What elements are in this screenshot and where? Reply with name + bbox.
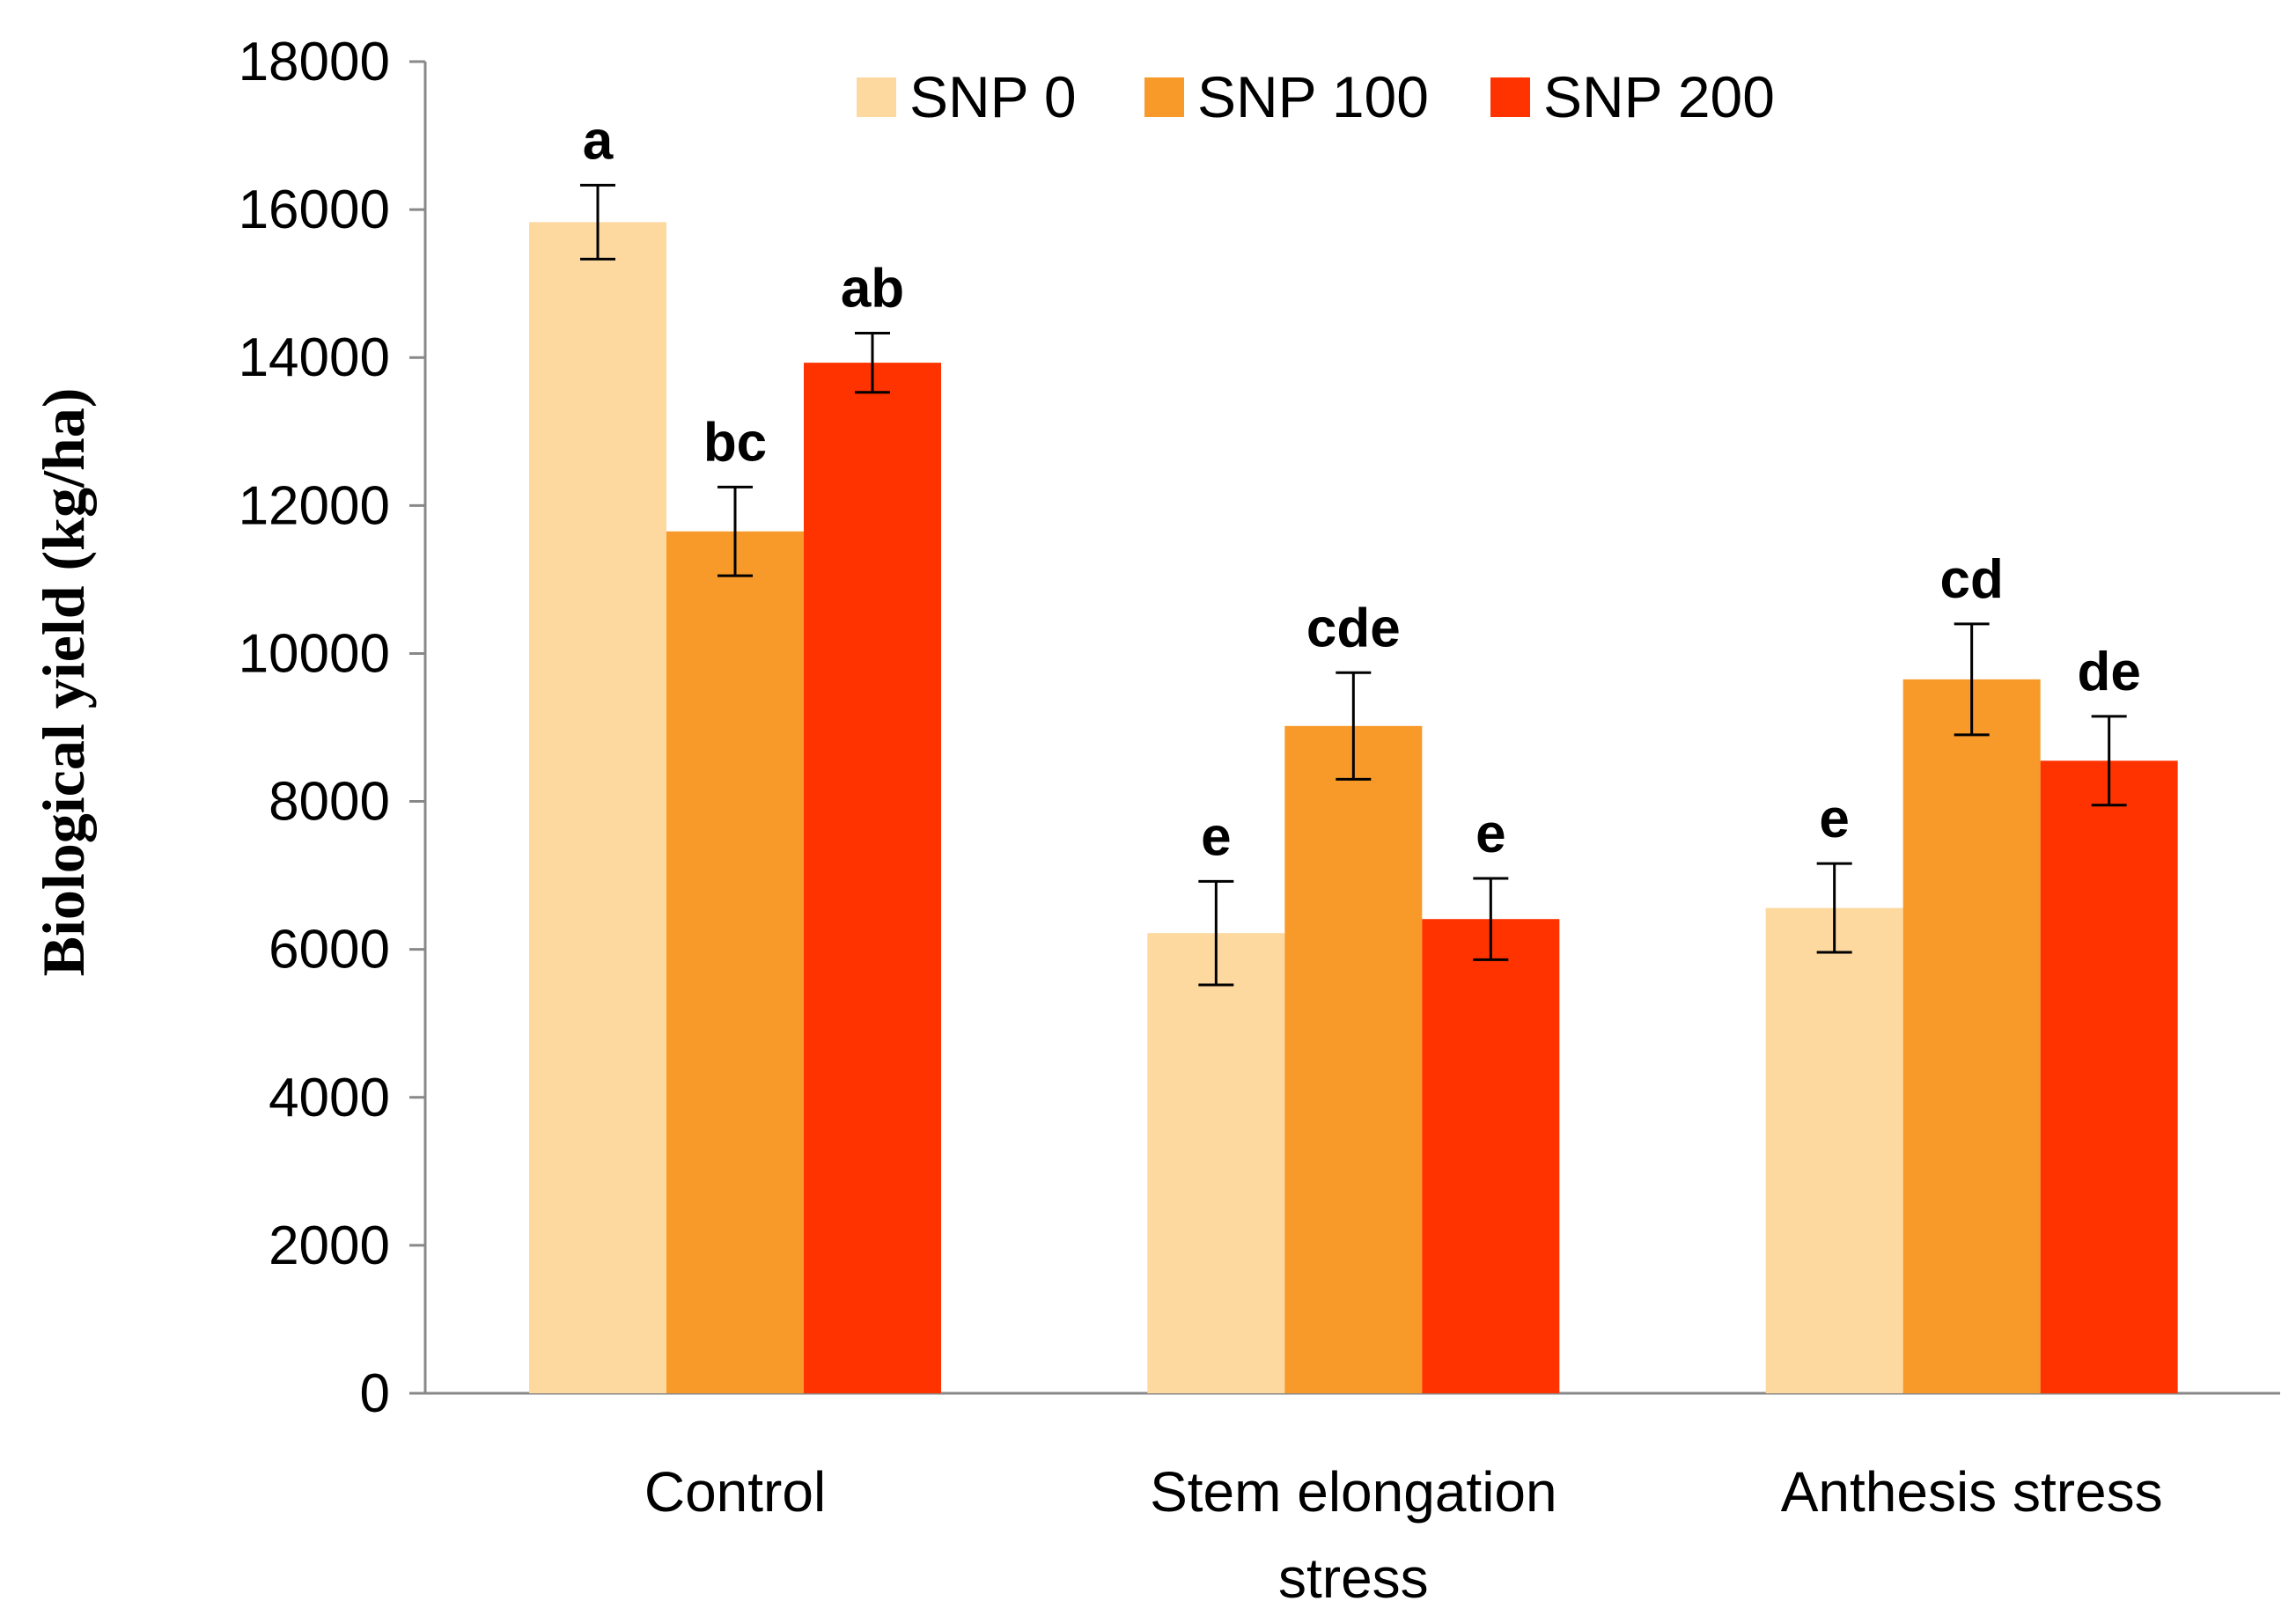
y-tick-labels: 0 2000 4000 6000 8000 10000 12000 14000 16000 180…: [239, 32, 390, 1424]
y-tick-label: 4000: [269, 1068, 390, 1128]
significance-letter: e: [1475, 804, 1505, 864]
y-tick-label: 2000: [269, 1215, 390, 1276]
y-tick-label: 8000: [269, 772, 390, 833]
bars: [529, 222, 2178, 1394]
x-category-labels: Control Stem elongation stress Anthesis str…: [644, 1460, 2163, 1610]
bar: [1147, 933, 1285, 1393]
significance-letter: cde: [1306, 598, 1401, 658]
legend-label: SNP 0: [909, 64, 1077, 129]
y-tick-label: 16000: [239, 180, 390, 240]
significance-letter: cd: [1939, 549, 2003, 610]
legend-swatch: [1144, 77, 1184, 117]
bar: [529, 222, 666, 1394]
significance-letter: bc: [703, 412, 767, 473]
significance-letter: e: [1819, 789, 1849, 849]
legend-swatch: [857, 77, 896, 117]
bar: [1284, 725, 1423, 1393]
x-category-label: Anthesis stress: [1781, 1460, 2163, 1524]
bar: [1765, 907, 1903, 1393]
x-category-label: Stem elongation: [1150, 1460, 1557, 1524]
y-tick-label: 6000: [269, 920, 390, 980]
bar: [1902, 679, 2041, 1393]
y-axis-label: Biological yield (kg/ha): [30, 388, 97, 977]
bar: [2040, 760, 2178, 1393]
y-tick-label: 10000: [239, 623, 390, 684]
significance-letter: ab: [841, 258, 904, 319]
significance-letter: a: [583, 110, 614, 171]
legend-swatch: [1490, 77, 1530, 117]
x-category-label: stress: [1278, 1546, 1429, 1610]
legend-label: SNP 100: [1197, 64, 1429, 129]
significance-letters: a e e bc cde cd ab e de: [583, 110, 2141, 867]
legend: SNP 0 SNP 100 SNP 200: [857, 64, 1775, 129]
bar: [804, 363, 941, 1394]
error-bars: [580, 183, 2127, 987]
y-tick-label: 0: [360, 1363, 390, 1424]
significance-letter: e: [1201, 806, 1231, 867]
x-category-label: Control: [644, 1460, 826, 1524]
legend-label: SNP 200: [1543, 64, 1775, 129]
y-tick-label: 14000: [239, 327, 390, 388]
bar: [666, 531, 804, 1393]
significance-letter: de: [2077, 642, 2140, 702]
y-tick-label: 12000: [239, 475, 390, 536]
bar: [1422, 919, 1560, 1393]
y-tick-label: 18000: [239, 32, 390, 92]
